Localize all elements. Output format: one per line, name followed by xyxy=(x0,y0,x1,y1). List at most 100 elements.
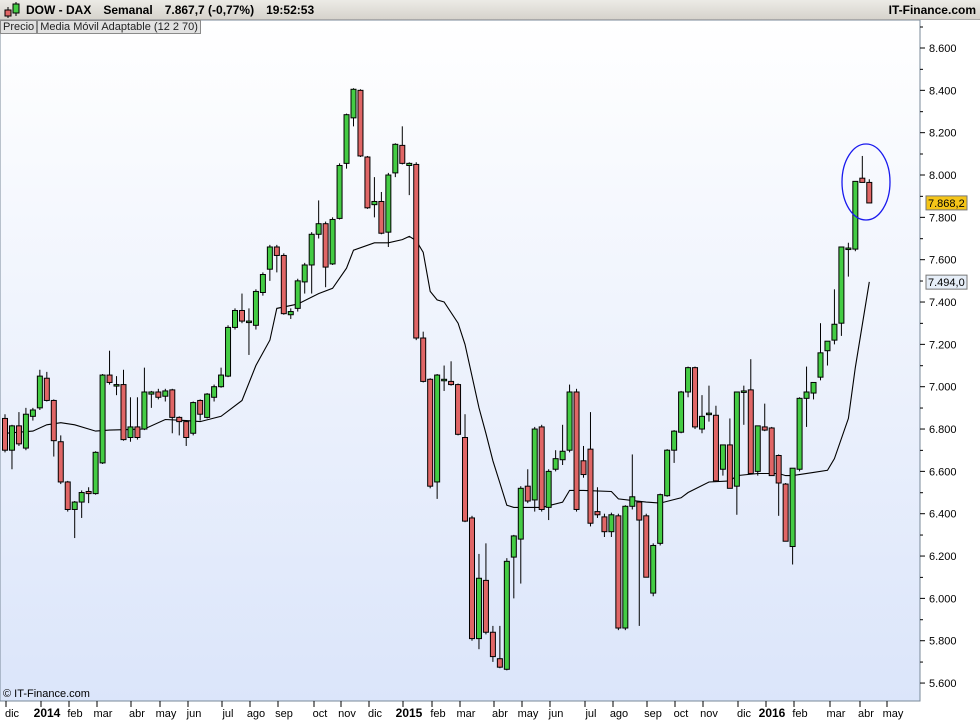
candle-body-down xyxy=(538,426,545,510)
candle xyxy=(608,512,615,537)
candle xyxy=(399,126,406,165)
candle xyxy=(761,403,768,432)
candle-body-up xyxy=(343,114,350,164)
candle xyxy=(838,246,845,336)
candle-body-down xyxy=(57,441,64,483)
candle-body-up xyxy=(545,470,552,508)
x-tick-label: mar xyxy=(827,708,846,720)
candle-body-down xyxy=(601,516,608,533)
legend: Precio Media Móvil Adaptable (12 2 70) xyxy=(0,20,201,34)
candle-body-up xyxy=(685,367,692,393)
plot-area xyxy=(0,19,921,702)
symbol-name: DOW - DAX xyxy=(26,2,92,17)
candle-body-down xyxy=(427,378,434,487)
candle-body-down xyxy=(364,156,371,209)
x-tick-label: may xyxy=(883,708,904,720)
candle xyxy=(197,399,204,421)
candle-body-down xyxy=(462,437,469,522)
x-tick-label: may xyxy=(518,708,539,720)
candle-body-up xyxy=(127,426,134,439)
x-tick-label: jul xyxy=(221,708,233,720)
candle-body-down xyxy=(859,177,866,183)
candle xyxy=(162,388,169,402)
candle-body-up xyxy=(803,391,810,399)
x-tick-label: dic xyxy=(737,708,752,720)
x-tick-label: 2015 xyxy=(396,706,423,720)
candle xyxy=(155,388,162,400)
candle xyxy=(238,293,245,324)
candle-body-down xyxy=(176,416,183,423)
candle-body-down xyxy=(636,501,643,521)
candle xyxy=(845,242,852,277)
candle xyxy=(462,414,469,523)
candle-body-up xyxy=(566,391,573,451)
x-tick-label: 2014 xyxy=(34,706,61,720)
candle-body-up xyxy=(218,374,225,388)
candle xyxy=(468,515,475,641)
candle-body-up xyxy=(705,412,712,416)
candle xyxy=(559,424,566,466)
candle-body-up xyxy=(287,311,294,316)
x-tick-label: jun xyxy=(548,708,564,720)
candle-body-up xyxy=(852,180,859,250)
candle xyxy=(357,89,364,158)
candle-body-down xyxy=(587,448,594,524)
candle xyxy=(441,365,448,391)
candle-body-up xyxy=(92,451,99,495)
y-tick-label: 6.800 xyxy=(929,424,957,436)
candle-body-down xyxy=(238,309,245,322)
candle xyxy=(85,487,92,504)
last-price-tag xyxy=(925,195,968,211)
candle-body-down xyxy=(183,421,190,439)
candle xyxy=(726,418,733,489)
x-tick-label: nov xyxy=(338,708,356,720)
candle-body-down xyxy=(50,399,57,442)
candle xyxy=(538,424,545,512)
candle-body-down xyxy=(594,511,601,516)
candle-body-up xyxy=(245,320,252,324)
y-tick-label: 7.800 xyxy=(929,212,957,224)
candle xyxy=(657,493,664,546)
candle xyxy=(50,399,57,457)
candle-body-down xyxy=(106,374,113,383)
y-tick-label: 7.200 xyxy=(929,339,957,351)
candle xyxy=(183,420,190,446)
candle-body-down xyxy=(413,163,420,339)
candle xyxy=(448,361,455,386)
candle xyxy=(141,367,148,431)
legend-price[interactable]: Precio xyxy=(0,20,38,34)
candle-body-down xyxy=(524,485,531,502)
candle-body-down xyxy=(615,515,622,629)
candle xyxy=(573,388,580,512)
y-tick-label: 6.200 xyxy=(929,551,957,563)
candle xyxy=(782,483,789,542)
candle xyxy=(169,388,176,434)
candle xyxy=(273,244,280,273)
candle-body-up xyxy=(371,200,378,206)
candle xyxy=(629,454,636,510)
candle-body-down xyxy=(726,444,733,489)
candle xyxy=(71,501,78,539)
highlight-circle xyxy=(841,143,891,221)
x-tick-label: may xyxy=(156,708,177,720)
candle-body-down xyxy=(15,425,22,445)
legend-indicator[interactable]: Media Móvil Adaptable (12 2 70) xyxy=(37,20,201,34)
candle xyxy=(211,384,218,402)
candle xyxy=(385,172,392,247)
candle xyxy=(803,366,810,427)
x-tick-label: sep xyxy=(644,708,662,720)
candle-body-down xyxy=(273,246,280,256)
candle xyxy=(315,200,322,239)
candle-body-up xyxy=(510,535,517,558)
x-tick-label: 2016 xyxy=(759,706,786,720)
candle xyxy=(545,469,552,521)
candle-body-up xyxy=(259,274,266,293)
candle xyxy=(712,405,719,482)
candle-body-up xyxy=(719,444,726,470)
candle-body-up xyxy=(671,430,678,451)
candle-body-down xyxy=(322,223,329,268)
candle xyxy=(664,449,671,497)
period: Semanal xyxy=(103,2,153,17)
candle-body-down xyxy=(155,391,162,398)
candle xyxy=(789,467,796,565)
